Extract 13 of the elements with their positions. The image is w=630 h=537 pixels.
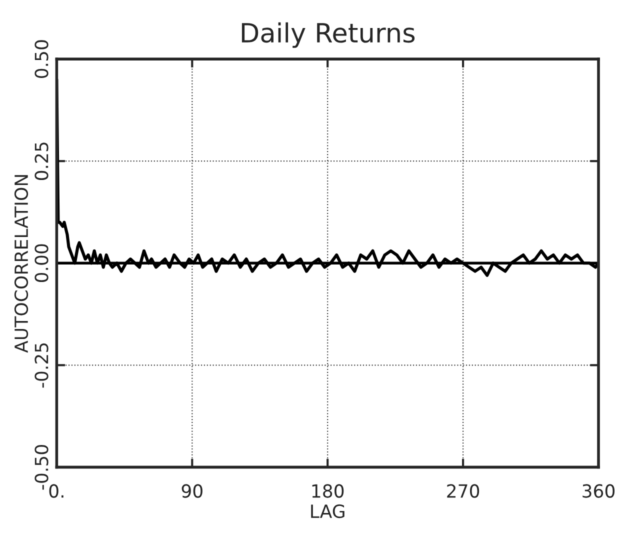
y-tick-label: -0.25 [34, 343, 48, 388]
x-tick-label: 90 [182, 484, 202, 498]
x-tick-label: 360 [582, 484, 615, 498]
x-axis-title: LAG [311, 504, 344, 518]
y-axis-title: AUTOCORRELATION [14, 175, 28, 353]
x-tick-label: 0. [49, 484, 64, 498]
y-tick-label: 0.50 [34, 40, 48, 78]
y-tick-label: 0.00 [34, 244, 48, 282]
x-tick-label: 270 [447, 484, 480, 498]
y-tick-label: 0.25 [34, 142, 48, 180]
x-tick-label: 180 [312, 484, 344, 498]
chart-title: Daily Returns [242, 22, 415, 48]
y-tick-label: -0.50 [34, 445, 48, 490]
